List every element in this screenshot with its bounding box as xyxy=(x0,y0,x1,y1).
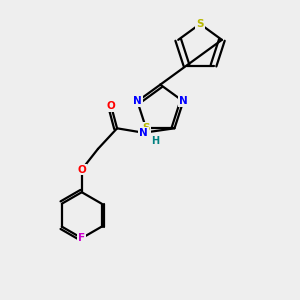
Text: N: N xyxy=(133,96,142,106)
Text: N: N xyxy=(139,128,148,138)
Text: S: S xyxy=(196,19,204,29)
Text: N: N xyxy=(179,96,188,106)
Text: S: S xyxy=(142,123,150,133)
Text: O: O xyxy=(107,101,116,111)
Text: O: O xyxy=(77,164,86,175)
Text: H: H xyxy=(151,136,159,146)
Text: F: F xyxy=(78,233,85,243)
